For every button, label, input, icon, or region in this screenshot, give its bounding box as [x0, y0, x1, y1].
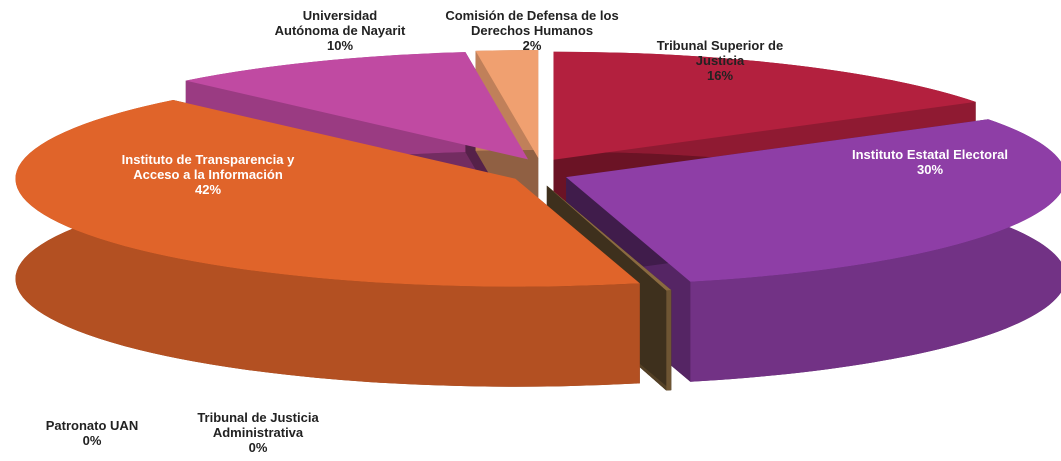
- value-label: 0%: [82, 433, 102, 448]
- slice: [553, 51, 976, 160]
- slice: [546, 185, 672, 291]
- slice-label: Instituto de Transparencia y Acceso a la…: [98, 152, 318, 197]
- value-label: 16%: [706, 68, 734, 83]
- category-name: Instituto de Transparencia y Acceso a la…: [121, 152, 295, 182]
- value-label: 2%: [522, 38, 542, 53]
- category-name: Patronato UAN: [45, 418, 139, 433]
- slice: [185, 52, 529, 160]
- slice-label: Instituto Estatal Electoral 30%: [830, 147, 1030, 177]
- category-name: Instituto Estatal Electoral: [851, 147, 1009, 162]
- slice-label: Comisión de Defensa de los Derechos Huma…: [437, 8, 627, 53]
- category-name: Comisión de Defensa de los Derechos Huma…: [445, 8, 619, 38]
- slice-label: Patronato UAN 0%: [32, 418, 152, 448]
- slice-label: Universidad Autónoma de Nayarit 10%: [270, 8, 410, 53]
- slice-label: Tribunal Superior de Justicia 16%: [635, 38, 805, 83]
- category-name: Universidad Autónoma de Nayarit: [274, 8, 406, 38]
- category-name: Tribunal Superior de Justicia: [656, 38, 784, 68]
- value-label: 0%: [248, 440, 268, 455]
- slice-side: [690, 119, 1061, 382]
- value-label: 42%: [194, 182, 222, 197]
- slice: [475, 50, 539, 159]
- value-label: 30%: [916, 162, 944, 177]
- slice-label: Tribunal de Justicia Administrativa 0%: [173, 410, 343, 455]
- value-label: 10%: [326, 38, 354, 53]
- slice: [566, 119, 1061, 282]
- slice: [15, 100, 640, 287]
- category-name: Tribunal de Justicia Administrativa: [197, 410, 319, 440]
- slice-side: [666, 290, 672, 391]
